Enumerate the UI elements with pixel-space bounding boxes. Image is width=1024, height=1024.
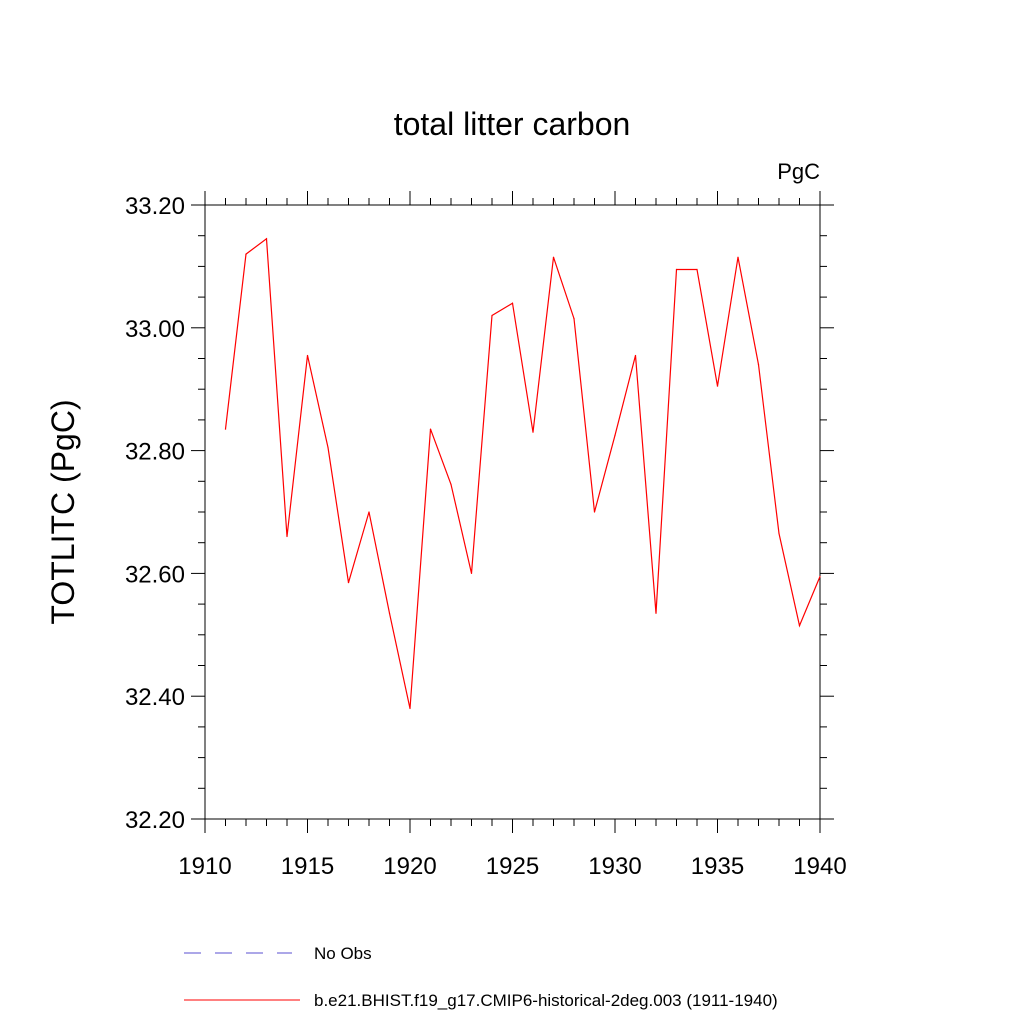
data-point	[327, 446, 329, 449]
data-point	[634, 354, 637, 357]
y-tick-label: 32.60	[125, 561, 185, 588]
data-point	[798, 624, 801, 627]
data-point	[511, 302, 514, 304]
series-line	[224, 237, 821, 709]
data-point	[409, 707, 411, 710]
x-tick-label: 1940	[793, 853, 846, 880]
legend-label-model: b.e21.BHIST.f19_g17.CMIP6-historical-2de…	[314, 991, 778, 1010]
data-point	[245, 253, 247, 255]
legend: No Obs b.e21.BHIST.f19_g17.CMIP6-histori…	[184, 944, 778, 1010]
plot-frame	[204, 204, 821, 820]
data-point	[614, 434, 616, 436]
data-point	[450, 483, 452, 485]
data-point	[224, 428, 227, 430]
data-point	[429, 428, 432, 430]
data-point	[716, 385, 719, 387]
data-point	[265, 238, 268, 240]
data-point	[532, 431, 534, 433]
y-tick-label: 32.80	[125, 439, 185, 466]
y-tick-label: 33.00	[125, 316, 185, 343]
data-point	[675, 268, 678, 271]
x-tick-label: 1915	[281, 853, 334, 880]
data-point	[696, 268, 698, 271]
data-point	[306, 354, 309, 357]
data-point	[819, 575, 821, 578]
units-label: PgC	[777, 159, 820, 184]
x-axis-ticks: 1910 1915 1920 1925 1930 1935 1940	[178, 191, 847, 880]
chart-title: total litter carbon	[394, 106, 631, 142]
x-tick-label: 1920	[383, 853, 436, 880]
data-point	[573, 317, 575, 320]
series-layer	[224, 237, 821, 710]
data-point	[737, 256, 739, 258]
y-axis-label: TOTLITC (PgC)	[45, 399, 81, 624]
data-point	[470, 572, 473, 575]
data-point	[757, 364, 760, 366]
data-point	[286, 535, 288, 538]
y-axis-ticks: 32.20 32.40 32.60 32.80 33.00 33.20	[125, 193, 834, 834]
x-tick-label: 1930	[588, 853, 641, 880]
data-point	[778, 532, 780, 535]
data-point	[491, 314, 493, 317]
data-point	[655, 612, 657, 614]
data-point	[368, 511, 370, 513]
y-tick-label: 32.40	[125, 684, 185, 711]
x-tick-label: 1925	[486, 853, 539, 880]
data-point	[388, 612, 391, 614]
x-tick-label: 1910	[178, 853, 231, 880]
x-tick-label: 1935	[691, 853, 744, 880]
data-point	[552, 256, 555, 258]
data-point	[593, 511, 596, 513]
data-point	[347, 582, 350, 584]
y-tick-label: 32.20	[125, 807, 185, 834]
legend-label-no-obs: No Obs	[314, 944, 372, 963]
y-tick-label: 33.20	[125, 193, 185, 220]
